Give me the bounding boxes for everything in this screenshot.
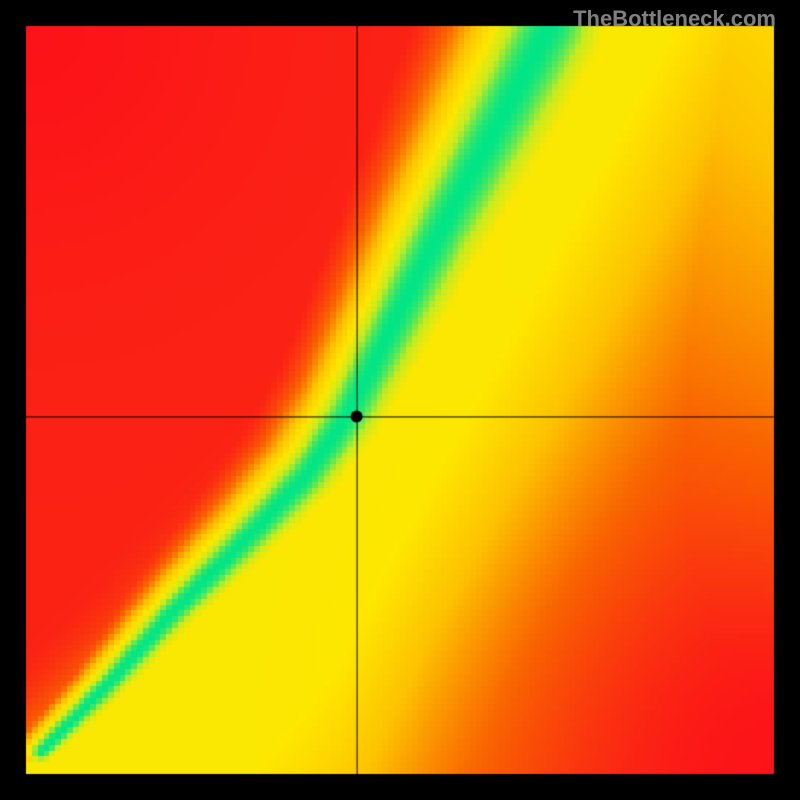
bottleneck-heatmap: [0, 0, 800, 800]
watermark-text: TheBottleneck.com: [573, 6, 776, 32]
